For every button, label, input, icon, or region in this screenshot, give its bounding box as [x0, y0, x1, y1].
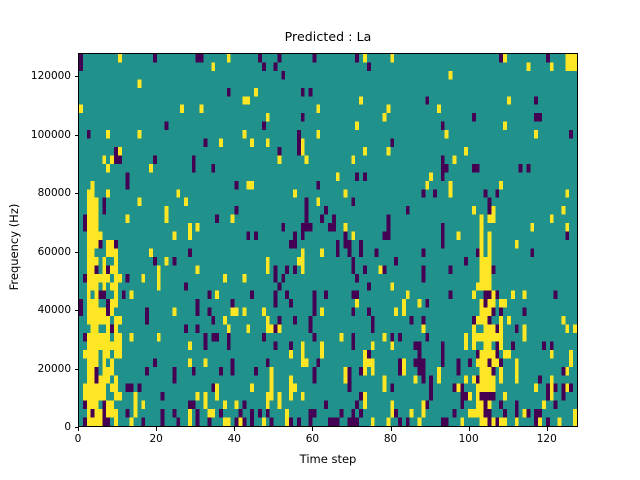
x-tick-label: 120: [536, 433, 557, 445]
y-tick-label: 0: [64, 421, 71, 433]
x-tick-label: 100: [458, 433, 479, 445]
y-tick-mark: [74, 368, 78, 370]
x-tick-label: 80: [383, 433, 398, 445]
y-tick-label: 120000: [30, 70, 71, 83]
x-tick-mark: [312, 427, 314, 431]
y-tick-label: 80000: [37, 187, 71, 200]
y-tick-mark: [74, 427, 78, 428]
page-title: Predicted : La: [284, 29, 372, 44]
y-tick-label: 20000: [37, 362, 71, 375]
x-tick-label: 0: [74, 433, 82, 445]
y-tick-mark: [74, 310, 78, 312]
x-tick-mark: [156, 427, 158, 431]
x-tick-mark: [78, 427, 79, 431]
y-tick-label: 40000: [37, 304, 71, 317]
heatmap-plot-area: [78, 53, 578, 427]
x-axis-label: Time step: [299, 452, 357, 466]
y-axis-label: Frequency (Hz): [7, 203, 21, 291]
y-axis-tick-labels: 0 20000 40000 60000 80000 100000 120000: [0, 0, 71, 480]
x-tick-mark: [468, 427, 470, 431]
y-tick-mark: [74, 134, 78, 136]
x-tick-label: 40: [227, 433, 241, 445]
x-tick-mark: [234, 427, 236, 431]
y-tick-label: 60000: [37, 245, 71, 258]
x-tick-label: 60: [305, 433, 320, 445]
x-tick-label: 20: [149, 433, 163, 445]
x-tick-mark: [546, 427, 548, 431]
y-tick-mark: [74, 251, 78, 253]
heatmap-image: [79, 54, 577, 426]
y-tick-mark: [74, 193, 78, 195]
y-tick-label: 100000: [30, 128, 71, 141]
y-tick-mark: [74, 76, 78, 78]
x-tick-mark: [390, 427, 392, 431]
